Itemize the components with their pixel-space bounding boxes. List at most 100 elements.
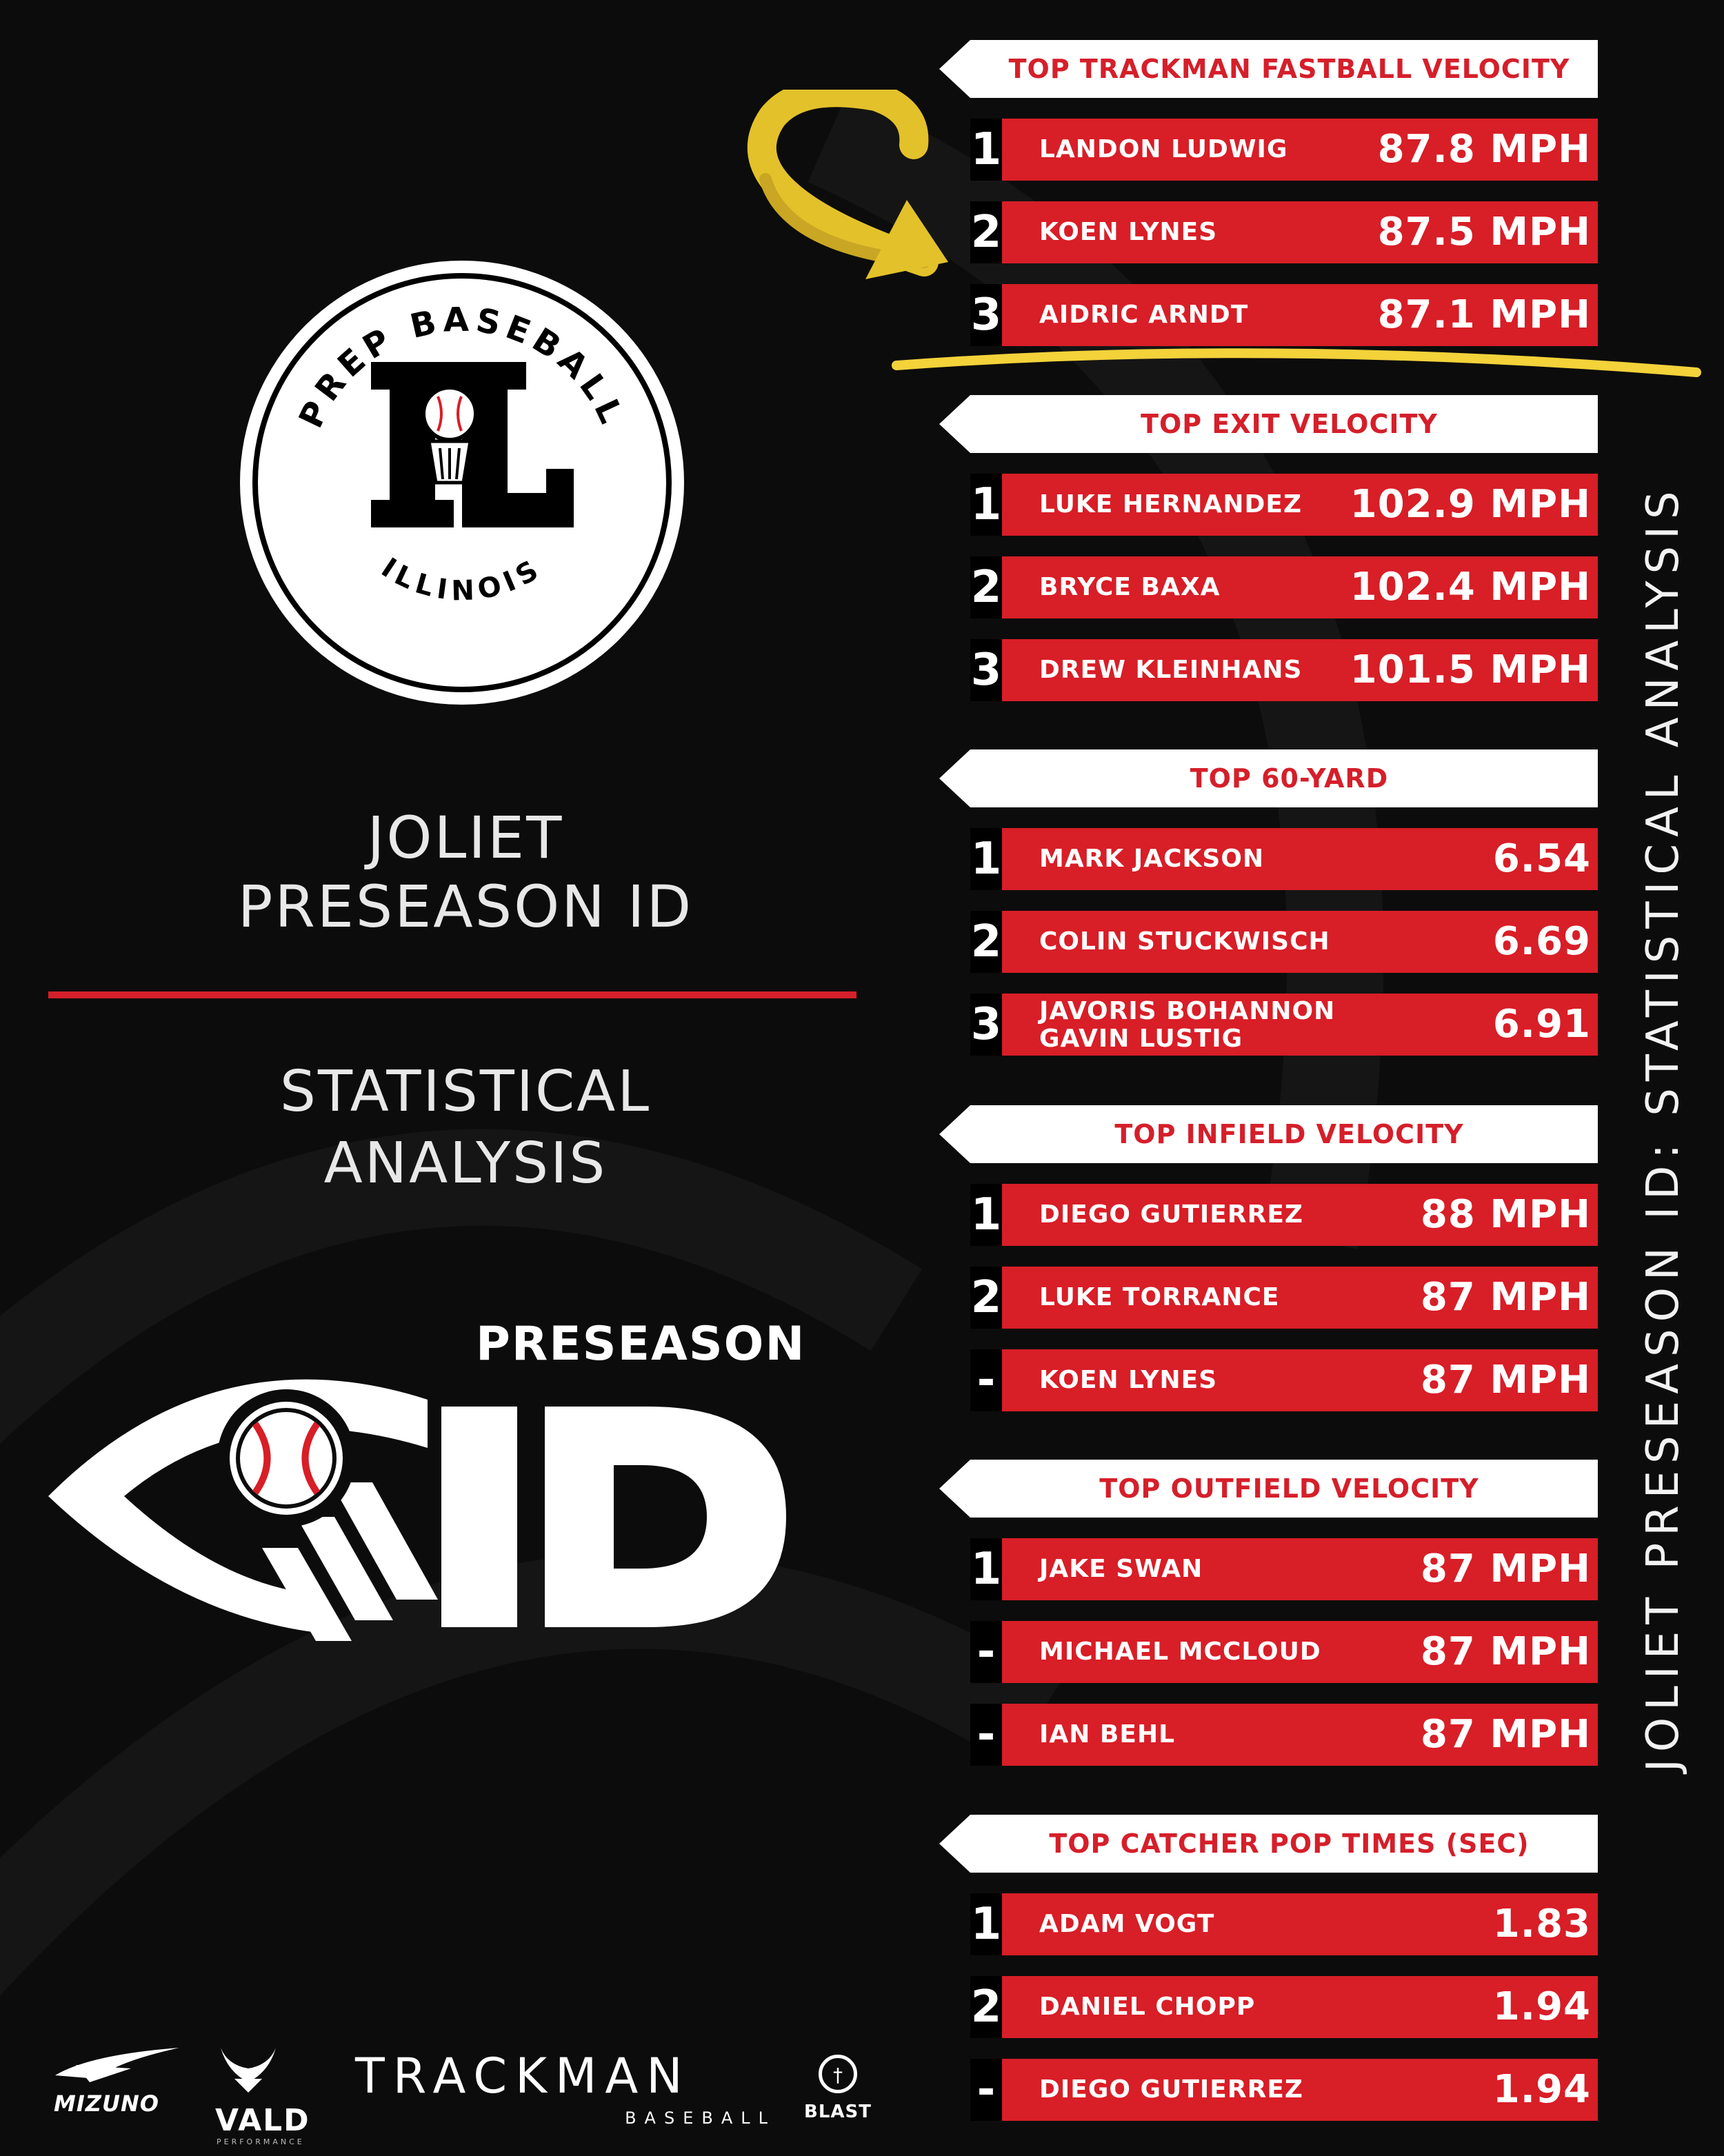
vald-logo: VALD PERFORMANCE [214,2041,345,2151]
leaderboard-row: 1 JAKE SWAN 87 MPH [970,1538,1598,1600]
player-name: COLIN STUCKWISCH [1039,927,1330,956]
trackman-text: TRACKMAN [355,2048,691,2104]
player-name-line2: GAVIN LUSTIG [1039,1025,1243,1053]
section-title: TOP OUTFIELD VELOCITY [1099,1473,1479,1504]
rank-badge: 2 [970,556,1002,618]
blast-text: BLAST [804,2102,872,2122]
side-title: JOLIET PRESEASON ID: STATISTICAL ANALYSI… [1638,484,1689,1772]
player-name: DANIEL CHOPP [1039,1993,1256,2021]
stat-value: 88 MPH [1420,1192,1591,1237]
event-title-line1: JOLIET [367,804,564,872]
leaderboard-row: - MICHAEL MCCLOUD 87 MPH [970,1621,1598,1683]
section-banner: TOP OUTFIELD VELOCITY [939,1460,1598,1518]
rank-badge: 3 [970,284,1002,346]
player-name: BRYCE BAXA [1039,573,1221,601]
rank-badge: 1 [970,828,1002,890]
event-title: JOLIET PRESEASON ID [41,803,890,941]
section-title: TOP 60-YARD [1190,763,1389,794]
prep-baseball-illinois-logo: PREP BASEBALL ILLINOIS [240,261,684,705]
player-name: AIDRIC ARNDT [1039,301,1249,329]
player-name: DIEGO GUTIERREZ [1039,2075,1304,2104]
rank-badge: 3 [970,994,1002,1056]
stat-value: 1.83 [1492,1902,1591,1946]
section-banner: TOP 60-YARD [939,749,1598,807]
leaderboard-row: 3 JAVORIS BOHANNON GAVIN LUSTIG 6.91 [970,994,1598,1056]
section-title: TOP INFIELD VELOCITY [1114,1119,1464,1149]
leaderboard-row: 2 LUKE TORRANCE 87 MPH [970,1267,1598,1329]
leaderboard-section: TOP EXIT VELOCITY 1 LUKE HERNANDEZ 102.9 MP… [939,395,1598,701]
mizuno-logo: MIZUNO [48,2041,186,2124]
stat-value: 87 MPH [1420,1629,1591,1674]
player-name: MARK JACKSON [1039,845,1265,873]
rank-badge: 1 [970,1893,1002,1955]
leaderboard-section: TOP OUTFIELD VELOCITY 1 JAKE SWAN 87 MPH - MI… [939,1460,1598,1766]
leaderboard-row: 3 DREW KLEINHANS 101.5 MPH [970,639,1598,701]
rank-badge: 1 [970,1538,1002,1600]
rank-badge: 1 [970,119,1002,181]
rank-badge: 1 [970,474,1002,536]
leaderboard-row: 3 AIDRIC ARNDT 87.1 MPH [970,284,1598,346]
red-divider [48,991,856,998]
leaderboard-row: 1 ADAM VOGT 1.83 [970,1893,1598,1955]
event-title-line2: PRESEASON ID [237,873,694,940]
player-name: DIEGO GUTIERREZ [1039,1200,1304,1229]
leaderboard-section: TOP INFIELD VELOCITY 1 DIEGO GUTIERREZ 88 M… [939,1105,1598,1411]
player-name: KOEN LYNES [1039,1366,1218,1394]
leaderboard-row: 1 LANDON LUDWIG 87.8 MPH [970,119,1598,181]
event-subtitle: STATISTICAL ANALYSIS [41,1056,890,1200]
leaderboard-row: - IAN BEHL 87 MPH [970,1704,1598,1766]
vald-text: VALD [215,2103,310,2138]
section-banner: TOP INFIELD VELOCITY [939,1105,1598,1163]
leaderboard-row: 2 DANIEL CHOPP 1.94 [970,1976,1598,2038]
stat-value: 87.8 MPH [1377,127,1591,172]
sponsor-bar: MIZUNO VALD PERFORMANCE TRACKMAN BASEBAL… [48,2041,910,2151]
trackman-logo: TRACKMAN BASEBALL [355,2048,783,2130]
rank-badge: - [970,1704,1002,1766]
player-name-line1: JAVORIS BOHANNON [1039,997,1336,1025]
section-title: TOP TRACKMAN FASTBALL VELOCITY [1008,54,1570,84]
stat-value: 87 MPH [1420,1712,1591,1757]
leaderboard-row: 1 MARK JACKSON 6.54 [970,828,1598,890]
player-name: IAN BEHL [1039,1720,1176,1749]
player-name: LUKE HERNANDEZ [1039,490,1303,518]
mizuno-text: MIZUNO [54,2090,159,2117]
leaderboard-section: TOP TRACKMAN FASTBALL VELOCITY 1 LANDON LU… [939,40,1598,346]
stat-value: 102.4 MPH [1350,565,1591,609]
vald-subtext: PERFORMANCE [217,2137,305,2146]
stat-value: 6.91 [1492,1002,1591,1047]
player-name: JAVORIS BOHANNON GAVIN LUSTIG [1039,994,1335,1056]
player-name: LANDON LUDWIG [1039,135,1288,163]
stat-value: 87 MPH [1420,1547,1591,1591]
event-subtitle-line1: STATISTICAL [279,1059,652,1125]
rank-badge: 3 [970,639,1002,701]
rank-badge: 2 [970,911,1002,973]
section-banner: TOP CATCHER POP TIMES (SEC) [939,1815,1598,1873]
rank-badge: 1 [970,1184,1002,1246]
leaderboard-row: 2 BRYCE BAXA 102.4 MPH [970,556,1598,618]
preseason-id-logo [48,1379,786,1641]
stat-value: 87 MPH [1420,1358,1591,1402]
section-title: TOP CATCHER POP TIMES (SEC) [1049,1828,1530,1859]
player-name: JAKE SWAN [1039,1555,1203,1583]
player-name: ADAM VOGT [1039,1910,1215,1938]
stat-value: 102.9 MPH [1350,482,1591,527]
rank-badge: - [970,1349,1002,1411]
player-name: KOEN LYNES [1039,218,1218,246]
leaderboard-row: 2 COLIN STUCKWISCH 6.69 [970,911,1598,973]
blast-circle-icon: † [819,2055,857,2093]
section-title: TOP EXIT VELOCITY [1141,409,1438,439]
leaderboard-section: TOP 60-YARD 1 MARK JACKSON 6.54 2 COLIN STUCK… [939,749,1598,1056]
stat-value: 87.1 MPH [1377,292,1591,337]
player-name: LUKE TORRANCE [1039,1283,1280,1311]
stat-value: 87 MPH [1420,1275,1591,1320]
blast-logo: † BLAST [796,2055,879,2137]
stat-value: 1.94 [1492,1984,1591,2029]
stat-value: 6.69 [1492,919,1591,964]
leaderboard-row: 1 LUKE HERNANDEZ 102.9 MPH [970,474,1598,536]
leaderboard-row: - DIEGO GUTIERREZ 1.94 [970,2059,1598,2121]
rank-badge: 2 [970,1267,1002,1329]
trackman-subtext: BASEBALL [625,2108,776,2128]
section-banner: TOP EXIT VELOCITY [939,395,1598,453]
vald-helmet-icon [221,2048,276,2093]
player-name: DREW KLEINHANS [1039,656,1303,684]
